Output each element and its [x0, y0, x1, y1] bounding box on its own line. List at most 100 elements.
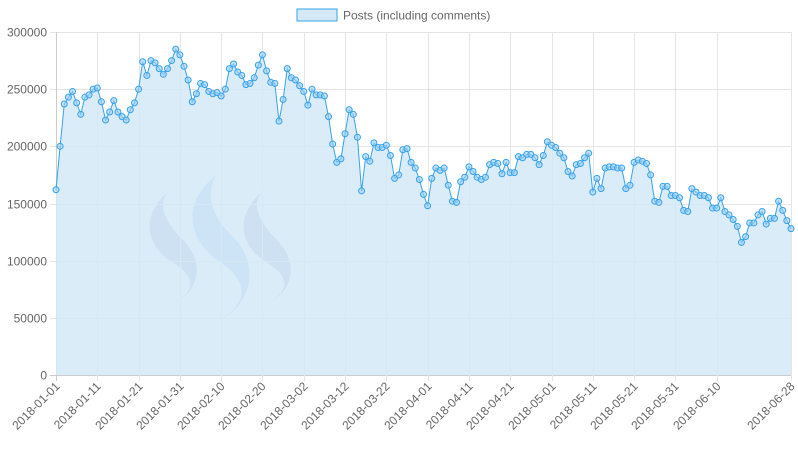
data-point[interactable] — [168, 57, 176, 65]
data-point[interactable] — [110, 97, 118, 105]
data-point[interactable] — [263, 67, 271, 75]
data-point[interactable] — [428, 174, 436, 182]
data-point[interactable] — [663, 182, 671, 190]
data-point[interactable] — [77, 110, 85, 118]
legend-label[interactable]: Posts (including comments) — [343, 9, 490, 23]
data-point[interactable] — [647, 171, 655, 179]
data-point[interactable] — [775, 197, 783, 205]
data-point[interactable] — [597, 185, 605, 193]
data-point[interactable] — [444, 181, 452, 189]
data-point[interactable] — [349, 110, 357, 118]
data-point[interactable] — [539, 151, 547, 159]
data-point[interactable] — [510, 169, 518, 177]
data-point[interactable] — [758, 208, 766, 215]
data-point[interactable] — [733, 222, 741, 230]
data-point[interactable] — [126, 106, 134, 114]
data-point[interactable] — [225, 65, 233, 73]
data-point[interactable] — [300, 87, 308, 95]
data-point[interactable] — [320, 92, 328, 100]
data-point[interactable] — [642, 159, 650, 167]
data-point[interactable] — [568, 172, 576, 180]
data-point[interactable] — [192, 90, 200, 98]
data-point[interactable] — [106, 108, 114, 116]
data-point[interactable] — [279, 95, 287, 103]
data-point[interactable] — [560, 154, 568, 162]
data-point[interactable] — [717, 194, 725, 202]
data-point[interactable] — [341, 130, 349, 138]
data-point[interactable] — [130, 99, 138, 107]
data-point[interactable] — [737, 238, 745, 246]
data-point[interactable] — [201, 81, 209, 89]
data-point[interactable] — [304, 101, 312, 109]
data-point[interactable] — [382, 141, 390, 149]
data-point[interactable] — [762, 220, 770, 228]
data-point[interactable] — [258, 51, 266, 59]
data-point[interactable] — [135, 85, 143, 93]
data-point[interactable] — [750, 219, 758, 227]
data-point[interactable] — [114, 108, 122, 116]
data-point[interactable] — [461, 173, 469, 181]
data-point[interactable] — [353, 133, 361, 141]
legend[interactable]: Posts (including comments) — [296, 8, 490, 23]
data-point[interactable] — [585, 149, 593, 157]
data-point[interactable] — [407, 158, 415, 166]
data-point[interactable] — [308, 85, 316, 93]
data-point[interactable] — [498, 170, 506, 178]
data-point[interactable] — [787, 225, 795, 233]
data-point[interactable] — [291, 76, 299, 84]
data-point[interactable] — [742, 233, 750, 241]
data-point[interactable] — [502, 158, 510, 166]
data-point[interactable] — [386, 151, 394, 159]
data-point[interactable] — [618, 164, 626, 172]
data-point[interactable] — [221, 85, 229, 93]
data-point[interactable] — [684, 208, 692, 215]
data-point[interactable] — [345, 106, 353, 114]
data-point[interactable] — [329, 140, 337, 148]
data-point[interactable] — [655, 198, 663, 206]
data-point[interactable] — [453, 198, 461, 206]
data-point[interactable] — [60, 100, 68, 108]
data-point[interactable] — [97, 98, 105, 106]
data-point[interactable] — [704, 194, 712, 202]
data-point[interactable] — [172, 45, 180, 53]
data-point[interactable] — [275, 117, 283, 125]
data-point[interactable] — [254, 61, 262, 69]
data-point[interactable] — [163, 65, 171, 73]
data-point[interactable] — [362, 153, 370, 161]
data-point[interactable] — [159, 70, 167, 78]
legend-swatch[interactable] — [296, 8, 338, 22]
data-point[interactable] — [56, 142, 64, 150]
data-point[interactable] — [535, 161, 543, 169]
data-point[interactable] — [188, 98, 196, 106]
data-point[interactable] — [531, 154, 539, 162]
data-point[interactable] — [246, 79, 254, 87]
data-point[interactable] — [337, 155, 345, 163]
data-point[interactable] — [779, 206, 787, 214]
data-point[interactable] — [139, 58, 147, 66]
data-point[interactable] — [494, 159, 502, 167]
data-point[interactable] — [52, 186, 60, 194]
data-point[interactable] — [411, 164, 419, 172]
data-point[interactable] — [366, 157, 374, 165]
data-point[interactable] — [481, 173, 489, 181]
data-point[interactable] — [176, 51, 184, 59]
data-point[interactable] — [296, 82, 304, 90]
data-point[interactable] — [143, 71, 151, 79]
data-point[interactable] — [552, 143, 560, 151]
data-point[interactable] — [85, 91, 93, 99]
data-point[interactable] — [465, 163, 473, 171]
data-point[interactable] — [370, 139, 378, 147]
data-point[interactable] — [238, 71, 246, 79]
data-point[interactable] — [325, 113, 333, 121]
data-point[interactable] — [151, 59, 159, 67]
data-point[interactable] — [593, 174, 601, 182]
data-point[interactable] — [424, 202, 432, 210]
data-point[interactable] — [230, 60, 238, 68]
data-point[interactable] — [783, 217, 791, 225]
data-point[interactable] — [420, 190, 427, 198]
data-point[interactable] — [589, 188, 597, 196]
data-point[interactable] — [395, 171, 403, 179]
data-point[interactable] — [283, 65, 291, 73]
data-point[interactable] — [564, 167, 572, 175]
data-point[interactable] — [469, 167, 477, 175]
